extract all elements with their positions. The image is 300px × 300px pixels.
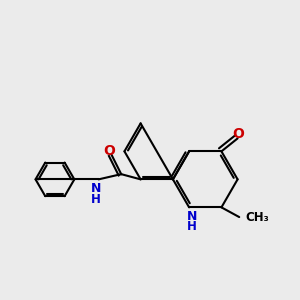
Text: O: O bbox=[233, 127, 244, 141]
Text: CH₃: CH₃ bbox=[245, 211, 269, 224]
Text: O: O bbox=[103, 144, 115, 158]
Text: H: H bbox=[91, 193, 101, 206]
Text: N: N bbox=[187, 210, 197, 223]
Text: N: N bbox=[91, 182, 101, 195]
Text: H: H bbox=[187, 220, 197, 232]
